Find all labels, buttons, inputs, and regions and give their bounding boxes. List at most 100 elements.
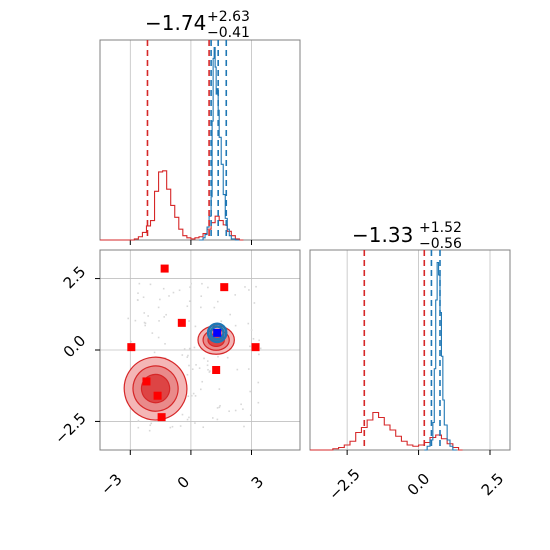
title-param-2: −1.33 +1.52 −0.56 <box>352 220 462 252</box>
sample-point <box>149 283 152 286</box>
sample-point <box>242 408 244 410</box>
x-tick-label: 3 <box>248 473 267 492</box>
sample-point <box>200 388 202 391</box>
scatter-panel-param-1-vs-2 <box>95 249 301 455</box>
sample-point <box>202 426 205 429</box>
sample-point <box>244 286 246 288</box>
sample-point <box>151 332 154 334</box>
sample-point <box>253 302 256 304</box>
sample-point <box>134 319 137 322</box>
sample-point <box>228 410 230 413</box>
sample-point <box>188 320 190 322</box>
sample-point <box>188 416 190 419</box>
sample-point <box>248 289 250 291</box>
red-marker <box>177 318 186 327</box>
sample-point <box>181 354 184 356</box>
sample-point <box>257 401 260 404</box>
histogram-panel-param-2 <box>309 249 511 455</box>
sample-point <box>127 317 130 320</box>
sample-point <box>163 316 166 318</box>
sample-point <box>181 413 184 416</box>
sample-point <box>220 320 223 323</box>
x-tick-label: 0.0 <box>404 470 434 500</box>
sample-point <box>169 426 172 429</box>
histogram-panel-param-1 <box>99 39 301 245</box>
sample-point <box>207 368 209 371</box>
sample-point <box>164 343 166 345</box>
sample-point <box>258 339 260 342</box>
x-tick-label: −3 <box>97 470 125 498</box>
sample-point <box>247 322 250 325</box>
x-tick-label: 2.5 <box>478 470 508 500</box>
sample-point <box>206 364 209 367</box>
sample-point <box>258 353 260 356</box>
x-tick-labels-bottom-left: −3 0 3 <box>97 470 267 498</box>
histogram-red-series <box>310 411 463 451</box>
y-tick-label: 2.5 <box>60 263 90 293</box>
sample-point <box>194 325 197 328</box>
sample-point <box>200 295 203 297</box>
sample-point <box>219 404 221 407</box>
sample-point <box>234 324 237 327</box>
sample-point <box>188 364 190 367</box>
x-tick-label: 0 <box>174 473 193 492</box>
sample-point <box>190 394 193 397</box>
sample-point <box>218 388 221 390</box>
sample-point <box>186 305 189 308</box>
sample-point <box>198 367 201 369</box>
sample-point <box>217 355 219 358</box>
title-param-2-minus: −0.56 <box>419 236 462 252</box>
sample-point <box>255 285 257 288</box>
sample-point <box>187 354 189 357</box>
sample-point <box>178 289 181 292</box>
sample-point <box>130 340 132 343</box>
contour-blue <box>206 322 228 344</box>
sample-point <box>143 312 146 314</box>
red-marker <box>160 264 169 273</box>
red-marker <box>220 283 229 292</box>
sample-point <box>188 347 191 350</box>
sample-point <box>138 282 141 285</box>
sample-point <box>193 346 196 349</box>
sample-point <box>216 300 219 303</box>
sample-point <box>137 292 139 294</box>
sample-point <box>257 381 260 384</box>
sample-point <box>168 295 170 297</box>
sample-point <box>201 380 204 383</box>
sample-point <box>186 373 189 376</box>
sample-point <box>147 315 149 317</box>
sample-point <box>201 282 203 285</box>
red-marker <box>157 413 166 422</box>
sample-point <box>165 313 167 316</box>
sample-point <box>153 351 156 354</box>
sample-point <box>190 282 193 285</box>
sample-point <box>143 321 146 324</box>
sample-point <box>186 418 189 421</box>
sample-point <box>183 348 186 350</box>
sample-point <box>249 390 251 393</box>
sample-point <box>208 371 211 373</box>
histogram-red-series <box>100 170 244 241</box>
sample-point <box>247 368 250 370</box>
sample-point <box>229 313 231 316</box>
title-param-1-value: −1.74 <box>145 11 206 35</box>
sample-point <box>240 403 242 406</box>
sample-point <box>157 306 160 309</box>
histogram-blue-series <box>198 47 240 241</box>
sample-point <box>234 409 237 412</box>
sample-point <box>218 406 221 409</box>
title-param-1: −1.74 +2.63 −0.41 <box>145 9 250 41</box>
sample-point <box>157 336 160 339</box>
red-marker <box>153 391 162 400</box>
sample-point <box>162 287 165 290</box>
sample-point <box>137 419 140 422</box>
title-param-1-plus: +2.63 <box>207 9 250 25</box>
title-param-2-value: −1.33 <box>352 223 413 247</box>
sample-point <box>179 425 182 427</box>
sample-point <box>158 320 160 322</box>
red-marker <box>142 377 151 386</box>
sample-point <box>226 356 229 359</box>
sample-point <box>249 345 251 348</box>
sample-point <box>216 418 219 421</box>
